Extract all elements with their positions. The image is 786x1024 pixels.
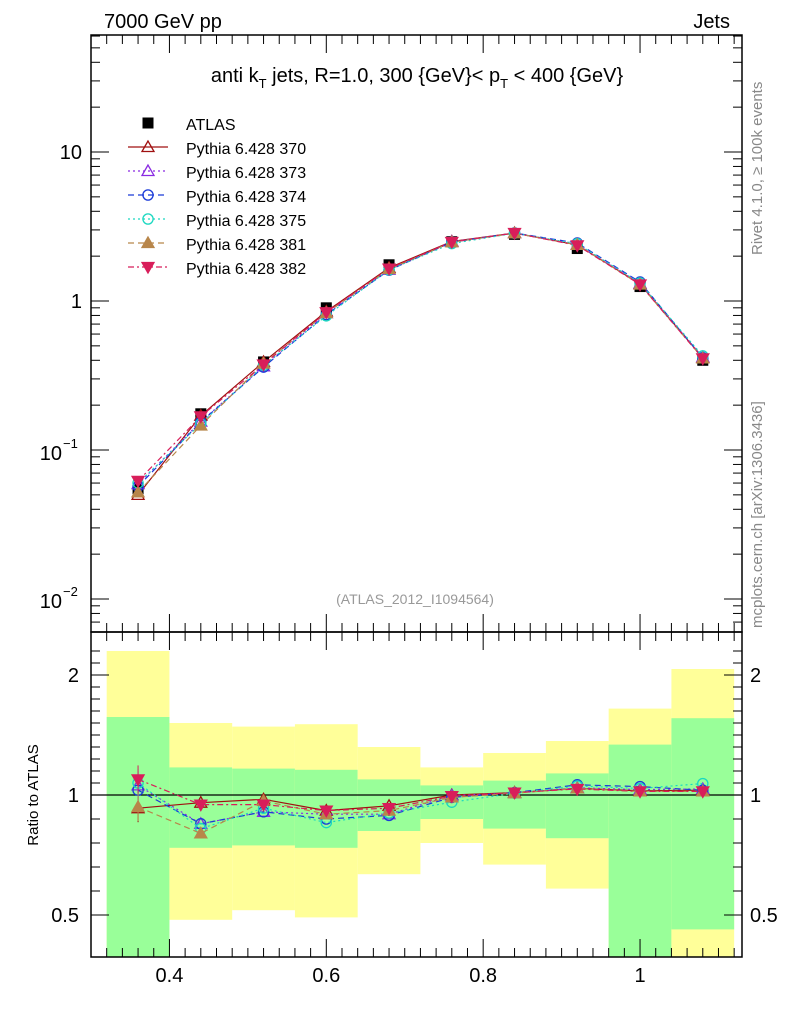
- legend-label-data: ATLAS: [186, 117, 236, 134]
- ratio-ytick-label-right: 2: [750, 665, 761, 687]
- legend-marker-3: [142, 213, 154, 225]
- ratio-marker-5: [256, 799, 271, 812]
- ratio-marker-4: [130, 799, 146, 813]
- ratio-ytick-label-right: 0.5: [750, 905, 778, 927]
- ratio-band-green: [106, 717, 170, 957]
- ratio-marker-5: [193, 799, 208, 812]
- series-line-4: [137, 232, 704, 493]
- legend-marker-0: [140, 139, 156, 153]
- main-axis-ticks: [90, 35, 742, 632]
- xtick-label: 0.8: [469, 965, 497, 987]
- ratio-band-green: [608, 744, 672, 957]
- legend-marker-4: [140, 235, 156, 249]
- ytick-label-1: 1: [71, 291, 82, 313]
- svg-text:−2: −2: [63, 584, 78, 599]
- ratio-marker-5: [632, 786, 648, 799]
- ytick-label-0.1: 10 −1: [40, 436, 78, 465]
- ratio-line-3: [137, 782, 703, 830]
- series-marker-5: [256, 359, 271, 372]
- ratio-axis-ticks: 0.5 0.5 1 1 2 2 0.4 0.6 0.8 1: [51, 632, 778, 987]
- series-marker-5: [444, 236, 459, 250]
- legend-label-2: Pythia 6.428 374: [186, 189, 306, 206]
- analysis-label: (ATLAS_2012_I1094564): [336, 591, 494, 607]
- legend-marker-data: [142, 117, 154, 129]
- legend-label-3: Pythia 6.428 375: [186, 213, 306, 230]
- xtick-label: 1: [634, 965, 645, 987]
- ratio-marker-4: [193, 826, 208, 839]
- series-marker-5: [570, 240, 585, 253]
- series-marker-5: [381, 263, 397, 276]
- legend-marker-1: [140, 163, 156, 177]
- series-marker-5: [695, 353, 710, 366]
- series-marker-5: [507, 227, 522, 241]
- header-right: Jets: [693, 11, 730, 33]
- ratio-ytick-label-left: 0.5: [51, 905, 79, 927]
- legend-marker-5: [140, 261, 156, 275]
- series-marker-5: [130, 475, 146, 489]
- svg-text:−1: −1: [63, 436, 78, 451]
- ratio-line-4: [137, 787, 703, 835]
- ratio-ytick-label-right: 1: [750, 785, 761, 807]
- side-label-mcplots: mcplots.cern.ch [arXiv:1306.3436]: [749, 401, 766, 628]
- ytick-label-10: 10: [60, 142, 82, 164]
- series-line-5: [137, 232, 704, 482]
- ratio-series: [130, 765, 710, 839]
- main-series: [130, 225, 710, 501]
- legend-label-5: Pythia 6.428 382: [186, 261, 306, 278]
- series-marker-5: [193, 411, 208, 424]
- ratio-marker-5: [570, 783, 585, 797]
- legend-label-0: Pythia 6.428 370: [186, 141, 306, 158]
- ratio-marker-5: [381, 803, 397, 816]
- header-left: 7000 GeV pp: [104, 11, 222, 33]
- ratio-marker-5: [130, 774, 146, 787]
- ratio-marker-5: [319, 805, 334, 818]
- ratio-band-green: [671, 718, 735, 930]
- side-label-rivet: Rivet 4.1.0, ≥ 100k events: [749, 82, 766, 255]
- ratio-ylabel: Ratio to ATLAS: [25, 744, 42, 845]
- legend-label-1: Pythia 6.428 373: [186, 165, 306, 182]
- legend: ATLAS Pythia 6.428 370 Pythia 6.428 373 Pyt…: [128, 117, 306, 278]
- ratio-marker-5: [507, 787, 522, 800]
- series-marker-5: [319, 307, 334, 320]
- plot-title: anti kT jets, R=1.0, 300 {GeV}< pT < 400…: [211, 65, 624, 91]
- xtick-label: 0.6: [312, 965, 340, 987]
- ratio-ytick-label-left: 2: [68, 665, 79, 687]
- legend-marker-2: [142, 189, 154, 201]
- series-marker-4: [193, 418, 208, 431]
- ratio-line-5: [137, 778, 703, 812]
- ytick-label-0.01: 10 −2: [40, 584, 78, 613]
- svg-text:10: 10: [40, 443, 62, 465]
- series-marker-5: [632, 279, 648, 292]
- ratio-marker-5: [444, 791, 459, 804]
- series-marker-4: [130, 485, 146, 498]
- ratio-ytick-label-left: 1: [68, 785, 79, 807]
- svg-text:10: 10: [40, 591, 62, 613]
- ratio-marker-5: [695, 786, 710, 799]
- legend-label-4: Pythia 6.428 381: [186, 237, 306, 254]
- xtick-label: 0.4: [156, 965, 184, 987]
